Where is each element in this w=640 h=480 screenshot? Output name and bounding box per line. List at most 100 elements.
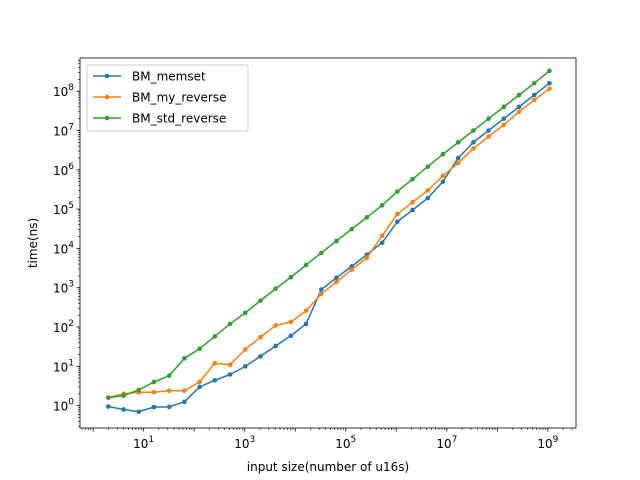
bm-my-reverse-point	[471, 146, 476, 151]
bm-my-reverse-point	[486, 134, 491, 139]
x-axis-ticks: 101 103 105 107 109	[81, 428, 573, 451]
bm-my-reverse-point	[303, 308, 309, 314]
bm-memset-point	[501, 116, 507, 121]
legend-label: BM_memset	[132, 70, 206, 84]
bm-my-reverse-point	[182, 388, 187, 394]
legend-item-bm-std-reverse: BM_std_reverse	[93, 112, 226, 126]
bm-memset-point	[166, 404, 172, 410]
bm-std-reverse-point	[349, 226, 355, 232]
bm-memset-point	[151, 404, 157, 410]
bm-memset-point	[136, 409, 142, 415]
bm-std-reverse-point	[531, 80, 537, 86]
bm-memset-point	[258, 354, 263, 359]
bm-std-reverse-point	[486, 116, 491, 121]
bm-std-reverse-point	[440, 151, 446, 157]
y-tick-label: 105	[53, 201, 74, 217]
bm-memset-point	[197, 384, 202, 390]
bm-my-reverse-point	[501, 122, 507, 128]
bm-memset-point	[303, 321, 309, 327]
bm-std-reverse-point	[288, 274, 294, 280]
legend-label: BM_std_reverse	[132, 112, 226, 126]
bm-my-reverse-point	[516, 109, 522, 115]
bm-std-reverse-line	[108, 70, 550, 399]
bm-memset-point	[334, 275, 339, 281]
legend-box	[86, 64, 249, 132]
bm-memset-point	[455, 155, 461, 161]
y-tick-label: 101	[53, 358, 74, 374]
bm-my-reverse-point	[410, 199, 415, 205]
bm-my-reverse-point	[197, 379, 202, 385]
bm-my-reverse-point	[318, 291, 324, 297]
legend-swatch-marker	[104, 73, 110, 79]
bm-std-reverse-point	[395, 189, 400, 194]
y-tick-label: 100	[53, 398, 74, 414]
y-tick-label: 108	[53, 83, 74, 99]
bm-std-reverse-point	[455, 140, 461, 145]
x-tick-label: 101	[133, 435, 154, 451]
bm-memset-point	[273, 343, 278, 349]
bm-std-reverse-point	[334, 238, 339, 244]
bm-memset-point	[182, 399, 187, 405]
bm-my-reverse-point	[151, 389, 157, 395]
bm-std-reverse-point	[379, 203, 385, 208]
bm-my-reverse-point	[273, 323, 278, 328]
x-tick-label: 103	[234, 435, 255, 451]
bm-memset-point	[547, 80, 552, 86]
bm-my-reverse-point	[166, 388, 172, 394]
y-tick-label: 102	[53, 319, 74, 335]
bm-memset-point	[379, 240, 385, 245]
bm-memset-point	[349, 264, 355, 269]
bm-std-reverse-point	[136, 387, 142, 393]
bm-memset-point	[440, 179, 446, 184]
bm-memset-point	[121, 407, 126, 412]
bm-my-reverse-point	[379, 233, 385, 239]
bm-my-reverse-point	[531, 97, 537, 103]
bm-std-reverse-point	[182, 356, 187, 361]
bm-std-reverse-point	[410, 176, 415, 182]
legend-swatch-marker	[104, 115, 110, 121]
x-tick-label: 107	[436, 435, 457, 451]
bm-my-reverse-point	[425, 188, 431, 193]
bm-std-reverse-point	[547, 68, 552, 74]
bm-memset-point	[486, 128, 491, 133]
bm-memset-point	[471, 140, 476, 145]
bm-my-reverse-point	[242, 347, 248, 352]
bm-memset-point	[516, 104, 522, 110]
y-tick-label: 107	[53, 123, 74, 139]
bm-std-reverse-point	[212, 334, 218, 339]
series-bm-my-reverse	[106, 86, 552, 400]
x-tick-label: 109	[537, 435, 558, 451]
bm-memset-point	[288, 333, 294, 339]
bm-my-reverse-point	[547, 86, 552, 92]
bm-memset-point	[318, 287, 324, 292]
legend-label: BM_my_reverse	[132, 91, 226, 105]
y-axis-label: time(ns)	[26, 218, 40, 268]
bm-std-reverse-point	[258, 298, 263, 303]
bm-std-reverse-point	[227, 321, 233, 327]
bm-std-reverse-point	[516, 92, 522, 98]
bm-my-reverse-point	[258, 334, 263, 340]
bm-std-reverse-point	[501, 104, 507, 110]
bm-my-reverse-point	[364, 255, 370, 261]
legend-item-bm-my-reverse: BM_my_reverse	[93, 91, 226, 105]
bm-memset-point	[242, 364, 248, 369]
bm-memset-point	[212, 378, 218, 383]
bm-memset-point	[425, 195, 431, 201]
x-axis-label: input size(number of u16s)	[247, 460, 409, 474]
bm-memset-point	[395, 219, 400, 224]
legend: BM_memset BM_my_reverse BM_std_reverse	[86, 64, 249, 132]
y-tick-label: 103	[53, 280, 74, 296]
legend-item-bm-memset: BM_memset	[93, 70, 206, 84]
bm-std-reverse-point	[273, 286, 278, 291]
bm-memset-point	[227, 372, 233, 377]
y-tick-label: 104	[53, 240, 74, 256]
bm-my-reverse-line	[108, 88, 550, 399]
x-tick-label: 105	[335, 435, 356, 451]
bm-std-reverse-point	[364, 214, 370, 220]
bm-my-reverse-point	[395, 211, 400, 217]
series-bm-std-reverse	[106, 68, 552, 400]
bm-std-reverse-point	[318, 250, 324, 256]
bm-memset-line	[108, 82, 550, 413]
bm-memset-point	[531, 92, 537, 98]
bm-my-reverse-point	[349, 267, 355, 272]
